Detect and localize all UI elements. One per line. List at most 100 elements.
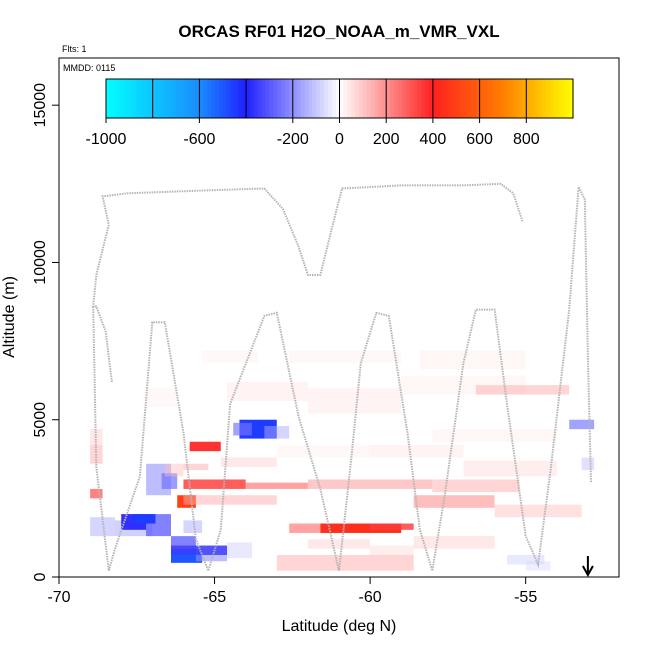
heatmap-cell	[202, 350, 259, 364]
colorbar-swatch	[347, 79, 352, 118]
colorbar-swatch	[277, 79, 282, 118]
colorbar-swatch	[499, 79, 504, 118]
flight-track-upper	[92, 182, 524, 383]
colorbar-swatch	[561, 79, 566, 118]
plot-frame	[58, 57, 620, 578]
colorbar-swatch	[129, 79, 134, 118]
colorbar-swatch	[152, 79, 158, 118]
heatmap-cell	[220, 457, 277, 467]
colorbar-swatch	[257, 79, 263, 118]
heatmap-cell	[370, 444, 464, 458]
heatmap-cell	[413, 536, 495, 549]
x-tick-label: -70	[47, 589, 70, 606]
colorbar-swatch	[491, 79, 496, 118]
colorbar-swatch	[487, 79, 492, 118]
x-axis-label: Latitude (deg N)	[282, 618, 397, 635]
colorbar-swatch	[475, 79, 481, 118]
heatmap-cell	[183, 463, 209, 471]
colorbar-swatch	[537, 79, 543, 118]
colorbar-swatch	[296, 79, 302, 118]
colorbar-swatch	[393, 79, 399, 118]
colorbar-swatch	[288, 79, 294, 118]
heatmap-layer	[90, 182, 595, 577]
colorbar-swatch	[506, 79, 512, 118]
heatmap-cell	[320, 523, 402, 533]
colorbar-swatch	[541, 79, 547, 118]
colorbar-swatch	[133, 79, 138, 118]
heatmap-cell	[307, 479, 433, 489]
colorbar-swatch	[300, 79, 306, 118]
colorbar-swatch	[137, 79, 142, 118]
heatmap-cell	[161, 473, 178, 489]
heatmap-cell	[164, 463, 184, 477]
x-tick-label: -60	[359, 589, 382, 606]
colorbar-swatch	[265, 79, 271, 118]
colorbar-swatch	[440, 79, 446, 118]
y-tick-label: 15000	[32, 83, 49, 128]
colorbar-swatch	[522, 79, 527, 118]
colorbar-swatch	[565, 79, 570, 118]
y-tick-label: 0	[32, 572, 49, 581]
heatmap-cell	[233, 422, 252, 436]
colorbar-swatch	[569, 79, 574, 118]
heatmap-cell	[264, 426, 290, 439]
colorbar-swatch	[386, 79, 391, 118]
colorbar-swatch	[502, 79, 508, 118]
heatmap-cell	[183, 520, 203, 533]
colorbar-swatch	[117, 79, 123, 118]
colorbar-swatch	[261, 79, 267, 118]
colorbar-swatch	[467, 79, 473, 118]
heatmap-cell	[289, 523, 321, 533]
colorbar-swatch	[144, 79, 150, 118]
colorbar-swatch	[312, 79, 317, 118]
colorbar-swatch	[549, 79, 555, 118]
colorbar-swatch	[323, 79, 329, 118]
colorbar-swatch	[222, 79, 228, 118]
colorbar-tick-label: -600	[183, 131, 215, 148]
heatmap-cell	[227, 542, 252, 559]
colorbar-swatch	[378, 79, 383, 118]
heatmap-cell	[569, 419, 595, 430]
heatmap-cell	[183, 479, 246, 489]
heatmap-cell	[507, 554, 545, 565]
heatmap-cell	[370, 545, 414, 559]
colorbar-swatch	[292, 79, 298, 118]
colorbar-swatch	[238, 79, 243, 118]
colorbar-swatch	[421, 79, 426, 118]
heatmap-cell	[276, 444, 371, 458]
colorbar-swatch	[351, 79, 356, 118]
colorbar-swatch	[425, 79, 430, 118]
colorbar-swatch	[429, 79, 434, 118]
colorbar: -1000 -600 -200 0 200 400 600 800	[86, 78, 574, 148]
colorbar-tick-label: -200	[277, 131, 309, 148]
colorbar-swatch	[230, 79, 236, 118]
down-arrow-icon	[582, 556, 594, 577]
colorbar-swatch	[479, 79, 485, 118]
colorbar-swatch	[483, 79, 488, 118]
colorbar-swatch	[156, 79, 162, 118]
heatmap-cell	[432, 429, 557, 442]
colorbar-swatch	[187, 79, 193, 118]
colorbar-swatch	[234, 79, 239, 118]
colorbar-swatch	[199, 79, 204, 118]
colorbar-swatch	[464, 79, 469, 118]
colorbar-swatch	[211, 79, 216, 118]
colorbar-swatch	[339, 79, 344, 118]
colorbar-swatch	[242, 79, 247, 118]
y-tick-label: 10000	[32, 240, 49, 285]
colorbar-swatch	[109, 79, 115, 118]
colorbar-swatch	[409, 79, 415, 118]
colorbar-swatch	[460, 79, 465, 118]
colorbar-swatch	[397, 79, 403, 118]
colorbar-swatch	[362, 79, 368, 118]
colorbar-swatch	[526, 79, 531, 118]
colorbar-swatch	[355, 79, 360, 118]
heatmap-cell	[133, 514, 156, 524]
colorbar-swatch	[191, 79, 197, 118]
colorbar-swatch	[304, 79, 309, 118]
colorbar-swatch	[281, 79, 286, 118]
colorbar-swatch	[113, 79, 119, 118]
heatmap-cell	[494, 504, 582, 518]
colorbar-swatch	[327, 79, 333, 118]
